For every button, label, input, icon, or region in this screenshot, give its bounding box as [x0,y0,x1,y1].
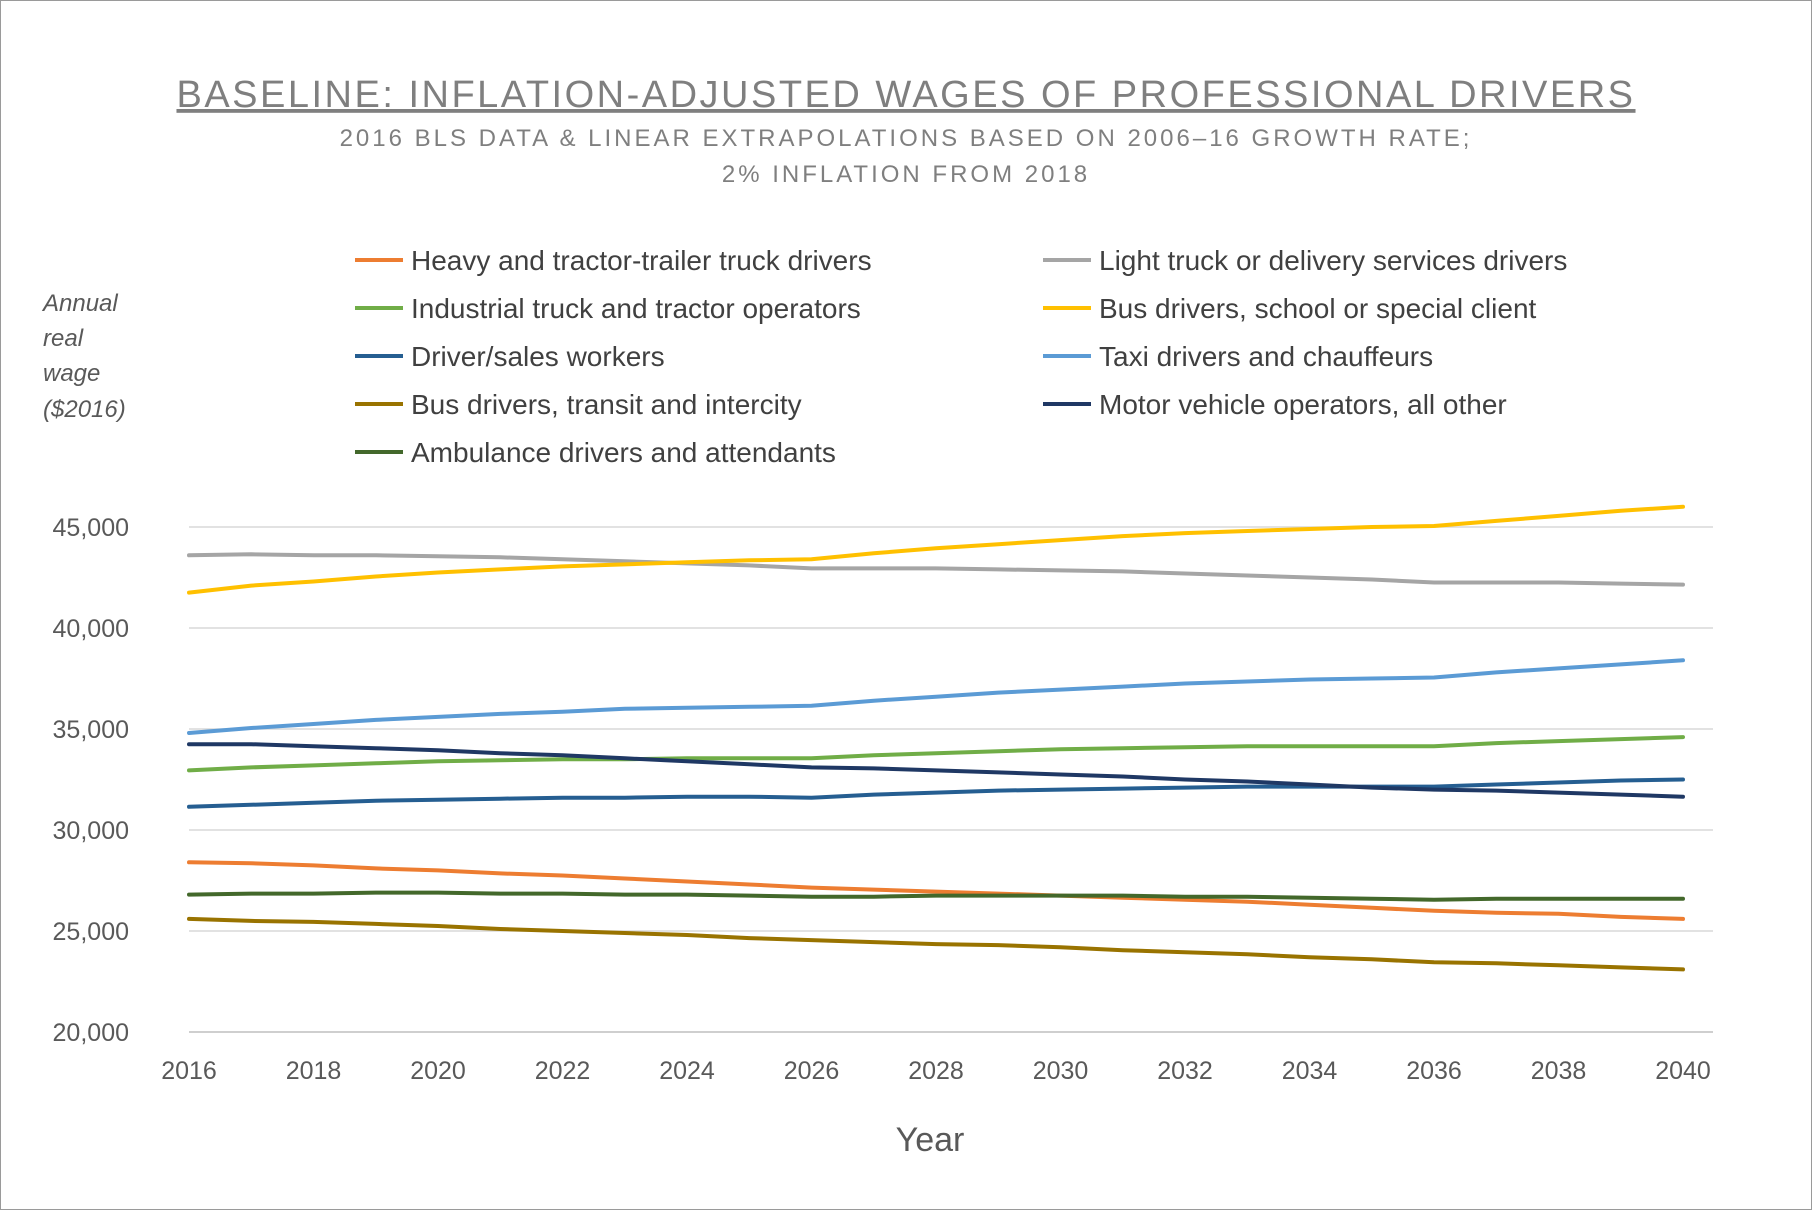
x-tick-label: 2030 [1033,1057,1089,1085]
series-line-4 [187,504,1685,595]
series-line-1 [187,860,1685,921]
x-tick-label: 2032 [1157,1057,1213,1085]
legend-label: Ambulance drivers and attendants [411,437,836,468]
y-axis-title-line-2: real [43,325,84,352]
legend-label: Bus drivers, transit and intercity [411,389,802,420]
legend-label: Taxi drivers and chauffeurs [1099,341,1433,372]
chart-title: BASELINE: INFLATION-ADJUSTED WAGES OF PR… [176,74,1635,116]
legend-label: Industrial truck and tractor operators [411,293,861,324]
y-tick-label: 20,000 [53,1019,129,1047]
x-tick-label: 2016 [161,1057,217,1085]
series-line-6 [187,658,1685,735]
x-tick-label: 2038 [1531,1057,1587,1085]
x-tick-label: 2034 [1282,1057,1338,1085]
x-axis-ticks: 2016 2018 2020 2022 2024 2026 2028 2030 2032 2034… [161,1057,1711,1085]
y-axis-title-line-1: Annual [41,290,118,317]
y-tick-label: 25,000 [53,918,129,946]
series-line-2 [187,552,1685,587]
series-line-8 [187,742,1685,799]
y-tick-label: 35,000 [53,716,129,744]
legend-label: Light truck or delivery services drivers [1099,245,1567,276]
legend: Heavy and tractor-trailer truck drivers L… [355,245,1567,468]
x-tick-label: 2024 [659,1057,715,1085]
gridlines [189,526,1713,1033]
y-axis-ticks: 20,000 25,000 30,000 35,000 40,000 45,000 [53,514,129,1047]
y-axis-title-line-4: ($2016) [43,396,126,423]
legend-label: Motor vehicle operators, all other [1099,389,1507,420]
legend-label: Driver/sales workers [411,341,665,372]
series-line-9 [187,890,1685,902]
x-axis-title: Year [896,1121,965,1159]
legend-label: Bus drivers, school or special client [1099,293,1537,324]
x-tick-label: 2028 [908,1057,964,1085]
y-tick-label: 30,000 [53,817,129,845]
chart-subtitle-line-1: 2016 BLS DATA & LINEAR EXTRAPOLATIONS BA… [340,125,1473,152]
x-tick-label: 2022 [535,1057,591,1085]
y-tick-label: 40,000 [53,615,129,643]
legend-label: Heavy and tractor-trailer truck drivers [411,245,872,276]
series-line-7 [187,916,1685,972]
y-axis-title-line-3: wage [43,360,100,387]
x-tick-label: 2018 [286,1057,342,1085]
y-axis-title: Annual real wage ($2016) [41,290,126,423]
x-tick-label: 2020 [410,1057,466,1085]
chart-subtitle-line-2: 2% INFLATION FROM 2018 [722,161,1090,188]
series-line-3 [187,735,1685,773]
x-tick-label: 2026 [784,1057,840,1085]
x-tick-label: 2036 [1406,1057,1462,1085]
y-tick-label: 45,000 [53,514,129,542]
x-tick-label: 2040 [1655,1057,1711,1085]
series-line-5 [187,777,1685,809]
plot-series [187,504,1685,972]
